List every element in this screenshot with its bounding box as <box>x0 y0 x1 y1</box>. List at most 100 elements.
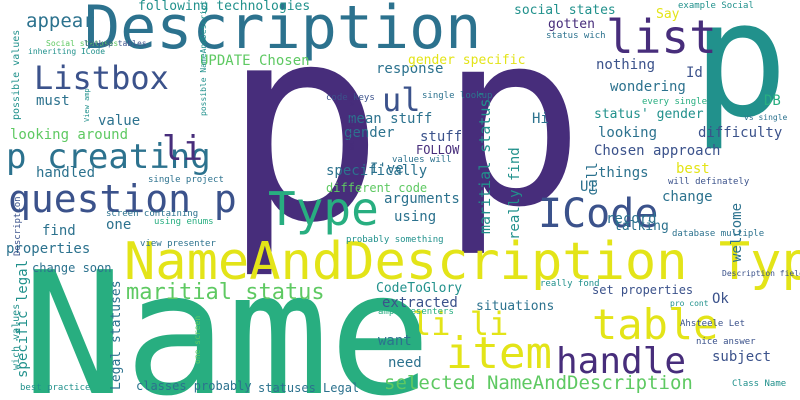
word: gotten <box>548 17 595 32</box>
word: amp Presenters <box>378 307 454 317</box>
word: p <box>222 0 385 282</box>
word: li <box>162 129 203 169</box>
word: mean stuff <box>348 111 433 127</box>
word: looking <box>598 125 658 141</box>
word: will definately <box>668 177 750 187</box>
word: looking around <box>10 127 129 143</box>
word: p <box>692 0 789 153</box>
word: vs single <box>744 113 788 122</box>
word: change soon <box>32 261 112 275</box>
word: code keys <box>326 93 375 103</box>
word: best practice <box>20 383 91 393</box>
word: li li <box>412 305 509 343</box>
word: ul <box>382 81 421 119</box>
word: Chosen approach <box>594 143 721 159</box>
word: wondering <box>610 79 686 95</box>
word: handle <box>556 341 687 382</box>
word: best <box>676 161 710 177</box>
word: need <box>388 355 422 371</box>
word: CodeToGlory <box>376 281 463 296</box>
word: extracted <box>382 295 458 311</box>
word: maritial status <box>126 280 325 305</box>
word: one <box>106 217 132 233</box>
word: inheriting ICode <box>28 47 106 56</box>
word: single lookup <box>422 91 493 101</box>
word: call <box>585 162 601 196</box>
word: screen containing <box>106 209 199 219</box>
word: Type <box>268 182 379 236</box>
word: stuff <box>420 129 463 145</box>
word: ICode <box>538 191 659 237</box>
word: list <box>606 10 717 64</box>
word: classes probably <box>136 379 252 393</box>
word: really find <box>507 147 523 240</box>
word: want <box>378 333 412 349</box>
word: wich values <box>11 303 22 370</box>
word: view presenter <box>140 239 216 249</box>
word: NameAndDescription Type <box>124 232 800 292</box>
word: find <box>42 223 76 239</box>
word: value <box>98 113 141 129</box>
word: status' gender <box>594 107 704 122</box>
word: specifically <box>326 163 428 179</box>
word: gender specific <box>408 53 526 68</box>
word: Hi <box>532 111 549 127</box>
word: welcome <box>729 202 745 262</box>
word: Name <box>22 236 432 400</box>
word: situations <box>476 299 555 314</box>
word: things <box>598 165 649 181</box>
word: pro cont <box>670 299 709 308</box>
word: Listbox <box>34 59 169 97</box>
word: item <box>446 328 552 379</box>
word: different code <box>326 181 428 195</box>
word: set properties <box>592 283 694 297</box>
word: possible values <box>11 29 22 120</box>
word: possible NameAndDescription <box>199 0 208 116</box>
word: properties <box>6 241 91 257</box>
word: subject <box>712 349 772 365</box>
word: must <box>36 93 70 109</box>
word: really fond <box>540 279 600 289</box>
word: maritial status' <box>476 89 494 235</box>
word: difficulty <box>698 125 783 141</box>
word: status wich <box>546 31 606 41</box>
word: Description <box>13 196 23 256</box>
word: handled <box>36 165 96 181</box>
word: p creating <box>6 137 211 177</box>
word: I've <box>370 161 404 177</box>
word: Class Name <box>732 379 787 389</box>
word: one screen <box>193 315 202 364</box>
word: probably something <box>346 235 444 245</box>
word: nice answer <box>696 337 756 347</box>
word: values will <box>392 155 452 165</box>
word: following technologies <box>138 0 311 14</box>
word: selected NameAndDescription <box>384 372 693 394</box>
word: question p <box>8 177 237 221</box>
word: table <box>592 300 719 349</box>
word: UPDATE Chosen <box>200 53 310 69</box>
word: DB <box>764 93 781 109</box>
word: Description field <box>722 269 800 278</box>
word: nothing <box>596 57 656 73</box>
word: gender <box>344 125 395 141</box>
word: UI <box>580 179 597 195</box>
word: lookup tables <box>84 39 147 48</box>
word: p <box>440 0 585 260</box>
word: appear <box>26 10 95 32</box>
word: multiple vs <box>347 97 356 150</box>
word: Say <box>656 7 680 22</box>
word: statuses Legal <box>258 381 360 395</box>
word: View amp <box>83 88 91 122</box>
word: using enums <box>154 217 214 227</box>
word: database multiple <box>672 229 765 239</box>
word: arguments <box>384 191 460 207</box>
word: every single <box>642 97 708 107</box>
word: using <box>394 209 437 225</box>
word: response <box>376 61 444 77</box>
word: social states <box>514 3 616 18</box>
word: FOLLOW <box>416 143 460 157</box>
word: example Social <box>678 1 754 11</box>
word: single project <box>148 175 224 185</box>
word: Legal statuses <box>109 280 124 390</box>
